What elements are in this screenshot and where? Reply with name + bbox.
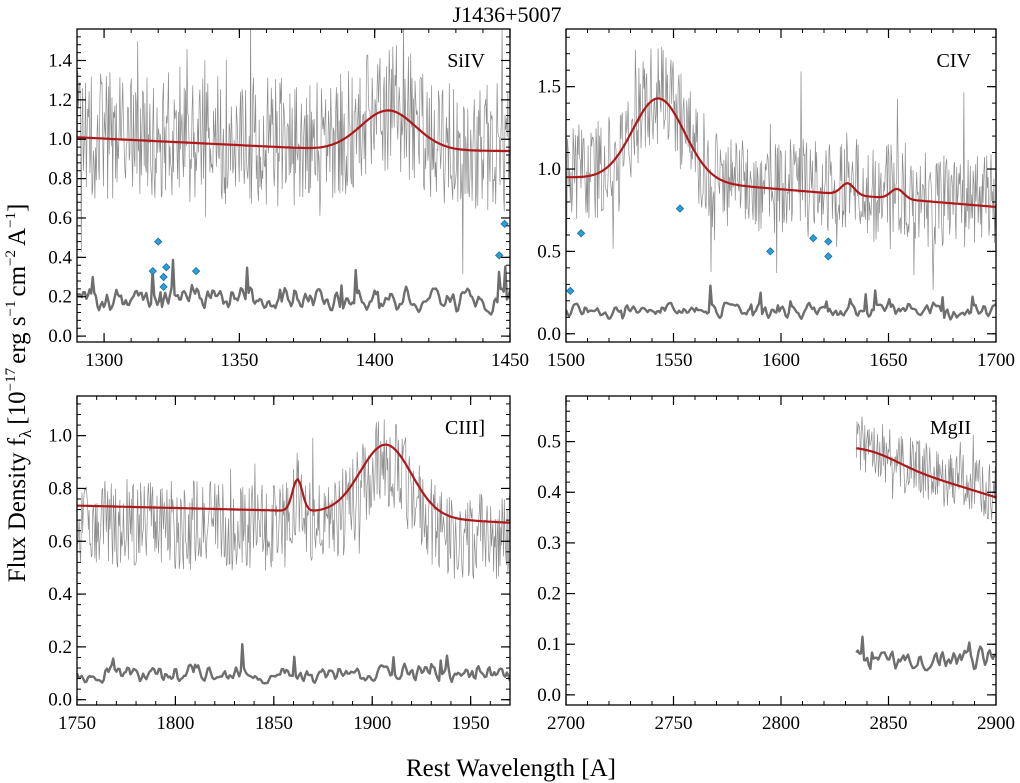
spectrum-line <box>77 29 510 275</box>
x-tick-label: 1500 <box>547 350 585 371</box>
absorber-marker <box>159 282 168 292</box>
spectrum-line <box>855 416 996 521</box>
panel-title: CIV <box>937 50 972 72</box>
absorber-marker <box>162 263 171 272</box>
plot-area <box>855 416 996 672</box>
x-tick-label: 1400 <box>356 350 394 371</box>
x-tick-label: 2700 <box>547 713 585 734</box>
y-tick-label: 1.4 <box>48 50 72 71</box>
y-tick-label: 0.0 <box>48 326 72 347</box>
x-tick-label: 1450 <box>491 350 529 371</box>
y-tick-label: 0.3 <box>537 533 561 554</box>
panel-1: 1300 1350 1400 1450 0.0 0.2 0.4 0.6 0.8 1.0 1.2 1.4… <box>48 28 529 371</box>
x-tick-label: 1550 <box>655 350 693 371</box>
x-tick-label: 2750 <box>655 713 693 734</box>
y-axis-label-close: ] <box>4 204 31 212</box>
y-tick-label: 1.0 <box>48 129 72 150</box>
y-axis-label-exp2: −1 <box>3 300 19 316</box>
x-tick-label: 1900 <box>353 713 391 734</box>
model-fit-line <box>856 447 996 499</box>
y-tick-label: 1.0 <box>48 426 72 447</box>
y-axis-label-sub: λ <box>16 429 35 438</box>
spectrum-line <box>77 419 510 579</box>
x-axis-label: Rest Wavelength [A] <box>406 755 616 782</box>
y-tick-label: 0.0 <box>48 690 72 711</box>
absorber-marker <box>766 247 775 256</box>
y-tick-label: 0.8 <box>48 478 72 499</box>
absorber-marker <box>495 251 504 260</box>
plot-area <box>566 46 996 321</box>
y-axis-label-units: [10 <box>4 391 31 424</box>
y-axis-label-ang: A <box>4 228 31 246</box>
absorber-marker <box>566 286 575 296</box>
y-tick-label: 0.2 <box>537 584 561 605</box>
y-axis-label-erg: erg s <box>4 316 31 363</box>
model-fit-line <box>566 97 996 208</box>
y-axis-label-exp3: −2 <box>3 250 19 266</box>
absorber-marker <box>809 234 818 243</box>
plot-area <box>77 29 510 316</box>
x-tick-label: 1800 <box>156 713 194 734</box>
panel-2: 1500 1550 1600 1650 1700 0.0 0.5 1.0 1.5 CIV <box>537 28 1015 371</box>
model-fit-line <box>77 109 510 153</box>
model-fit-line <box>77 443 510 524</box>
panel-title: SiIV <box>447 50 485 72</box>
y-axis-label-main: Flux Density f <box>4 437 31 582</box>
y-axis-label-exp4: −1 <box>3 212 19 228</box>
x-tick-label: 1950 <box>452 713 490 734</box>
absorber-marker <box>675 204 685 213</box>
panel-title: MgII <box>930 417 971 439</box>
panel-frame <box>565 395 997 706</box>
y-tick-label: 0.5 <box>537 432 561 453</box>
y-tick-label: 0.4 <box>48 584 72 605</box>
y-tick-label: 0.0 <box>537 685 561 706</box>
x-tick-label: 1300 <box>85 350 123 371</box>
y-tick-label: 0.6 <box>48 531 72 552</box>
y-tick-label: 0.5 <box>537 241 561 262</box>
y-axis-label-exp1: −17 <box>3 367 19 391</box>
y-tick-label: 0.8 <box>48 169 72 190</box>
absorber-marker <box>148 266 157 276</box>
y-tick-label: 0.1 <box>537 634 561 655</box>
plot-area <box>77 419 510 685</box>
x-tick-label: 2800 <box>762 713 800 734</box>
error-line <box>77 643 510 685</box>
error-line <box>77 258 510 316</box>
x-tick-label: 1350 <box>220 350 258 371</box>
x-tick-label: 1600 <box>762 350 800 371</box>
absorber-marker <box>576 229 586 238</box>
y-tick-label: 1.5 <box>537 77 561 98</box>
error-line <box>855 635 996 672</box>
y-tick-label: 0.6 <box>48 208 72 229</box>
y-axis-label-cm: cm <box>4 265 31 296</box>
error-line <box>566 284 996 321</box>
panel-3: 1750 1800 1850 1900 1950 0.0 0.2 0.4 0.6 0.8 1.0 CI… <box>48 395 511 734</box>
x-tick-label: 1850 <box>255 713 293 734</box>
y-tick-label: 0.2 <box>48 287 72 308</box>
x-tick-label: 1650 <box>870 350 908 371</box>
y-axis-label: Flux Density fλ[10−17erg s−1cm−2A−1] <box>3 204 35 583</box>
y-tick-label: 0.0 <box>537 324 561 345</box>
spectrum-line <box>566 46 996 290</box>
figure-title: J1436+5007 <box>453 2 562 27</box>
x-tick-label: 2850 <box>870 713 908 734</box>
absorber-marker <box>824 237 833 246</box>
x-tick-label: 2900 <box>977 713 1015 734</box>
panel-title: CIII] <box>445 417 485 439</box>
absorber-marker <box>154 237 163 246</box>
x-tick-label: 1750 <box>58 713 96 734</box>
x-tick-label: 1700 <box>977 350 1015 371</box>
y-tick-label: 0.4 <box>48 247 72 268</box>
absorber-marker <box>824 252 833 261</box>
y-tick-label: 0.2 <box>48 637 72 658</box>
y-tick-label: 0.4 <box>537 482 561 503</box>
absorber-marker <box>500 219 509 229</box>
panel-4: 2700 2750 2800 2850 2900 0.0 0.1 0.2 0.3 0.4 0.5 Mg… <box>537 395 1015 734</box>
y-tick-label: 1.2 <box>48 90 72 111</box>
panels: 1300 1350 1400 1450 0.0 0.2 0.4 0.6 0.8 1.0 1.2 1.4… <box>48 28 1015 734</box>
absorber-marker <box>191 266 201 276</box>
y-tick-label: 1.0 <box>537 159 561 180</box>
absorber-marker <box>159 272 168 282</box>
